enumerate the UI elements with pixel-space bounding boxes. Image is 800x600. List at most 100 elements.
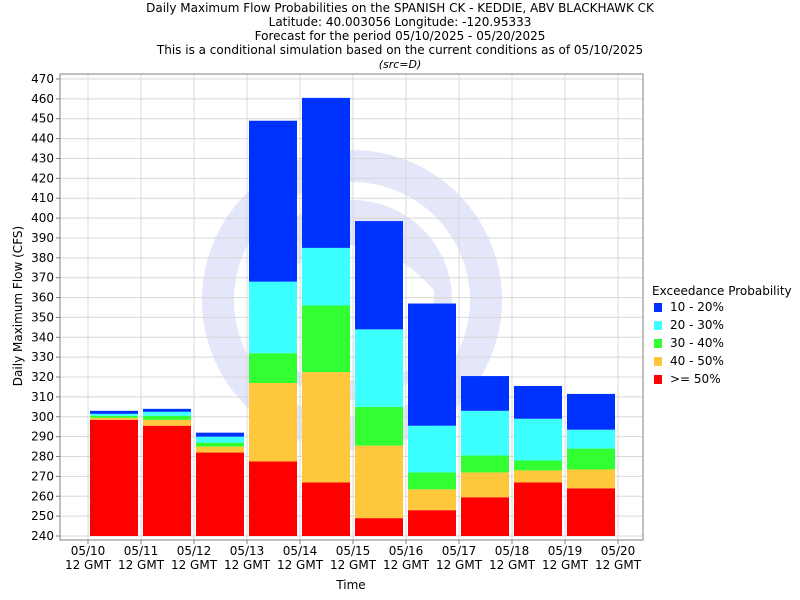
legend: Exceedance Probability 10 - 20% 20 - 30% 3… bbox=[652, 284, 792, 388]
x-tick-date: 05/11 bbox=[124, 544, 159, 558]
chart-note: This is a conditional simulation based o… bbox=[156, 43, 644, 57]
bar-segment bbox=[408, 425, 456, 473]
y-tick-label: 440 bbox=[31, 132, 54, 146]
bar-segment bbox=[196, 432, 244, 437]
bar-segment bbox=[461, 497, 509, 536]
legend-item: 10 - 20% bbox=[652, 298, 792, 316]
bar-segment bbox=[567, 448, 615, 470]
bar-segment bbox=[355, 406, 403, 446]
y-tick-label: 310 bbox=[31, 390, 54, 404]
bar-segment bbox=[249, 281, 297, 354]
bar-segment bbox=[249, 383, 297, 462]
bar-segment bbox=[461, 376, 509, 411]
bar-segment bbox=[355, 329, 403, 407]
y-tick-label: 340 bbox=[31, 330, 54, 344]
y-tick-label: 410 bbox=[31, 191, 54, 205]
bar-segment bbox=[302, 482, 350, 536]
y-tick-label: 290 bbox=[31, 430, 54, 444]
bar-segment bbox=[302, 247, 350, 306]
bar-segment bbox=[514, 482, 562, 536]
bar-segment bbox=[143, 419, 191, 426]
x-tick-date: 05/14 bbox=[283, 544, 318, 558]
bar-segment bbox=[355, 221, 403, 330]
bar-segment bbox=[408, 472, 456, 490]
bar-segment bbox=[196, 442, 244, 447]
bar-segment bbox=[408, 489, 456, 511]
bar-segment bbox=[461, 410, 509, 456]
bar-segment bbox=[355, 445, 403, 519]
x-tick-time: 12 GMT bbox=[118, 558, 165, 572]
y-tick-label: 460 bbox=[31, 92, 54, 106]
legend-label: >= 50% bbox=[670, 372, 721, 386]
x-tick-date: 05/16 bbox=[389, 544, 424, 558]
y-tick-label: 320 bbox=[31, 370, 54, 384]
legend-swatch bbox=[654, 338, 662, 348]
bar-segment bbox=[567, 393, 615, 430]
bar-segment bbox=[90, 410, 138, 414]
legend-swatch bbox=[654, 320, 662, 330]
bar-segment bbox=[143, 425, 191, 536]
bar-segment bbox=[567, 469, 615, 489]
bar-segment bbox=[461, 472, 509, 498]
y-tick-label: 390 bbox=[31, 231, 54, 245]
x-tick-time: 12 GMT bbox=[383, 558, 430, 572]
legend-label: 40 - 50% bbox=[670, 354, 724, 368]
bar-segment bbox=[514, 470, 562, 483]
legend-title: Exceedance Probability bbox=[652, 284, 792, 298]
x-tick-time: 12 GMT bbox=[595, 558, 642, 572]
bar-segment bbox=[355, 518, 403, 536]
chart-period: Forecast for the period 05/10/2025 - 05/… bbox=[254, 29, 546, 43]
bar-segment bbox=[249, 461, 297, 536]
legend-swatch bbox=[654, 302, 662, 312]
y-tick-label: 250 bbox=[31, 509, 54, 523]
bar-segment bbox=[90, 415, 138, 418]
bar-segment bbox=[461, 455, 509, 473]
x-tick-date: 05/10 bbox=[71, 544, 106, 558]
legend-item: 20 - 30% bbox=[652, 316, 792, 334]
y-tick-label: 380 bbox=[31, 251, 54, 265]
y-tick-label: 330 bbox=[31, 350, 54, 364]
chart-title: Daily Maximum Flow Probabilities on the … bbox=[146, 1, 654, 15]
x-tick-date: 05/12 bbox=[177, 544, 212, 558]
bar-segment bbox=[90, 419, 138, 536]
legend-item: >= 50% bbox=[652, 370, 792, 388]
bar-segment bbox=[196, 436, 244, 443]
y-tick-label: 450 bbox=[31, 112, 54, 126]
x-tick-time: 12 GMT bbox=[224, 558, 271, 572]
x-tick-time: 12 GMT bbox=[489, 558, 536, 572]
x-axis-label: Time bbox=[336, 578, 366, 592]
legend-label: 30 - 40% bbox=[670, 336, 724, 350]
legend-label: 20 - 30% bbox=[670, 318, 724, 332]
bar-segment bbox=[143, 415, 191, 420]
y-tick-label: 270 bbox=[31, 469, 54, 483]
x-tick-time: 12 GMT bbox=[330, 558, 377, 572]
bar-segment bbox=[196, 446, 244, 453]
y-tick-label: 360 bbox=[31, 291, 54, 305]
bar-segment bbox=[408, 510, 456, 536]
x-tick-time: 12 GMT bbox=[277, 558, 324, 572]
bar-segment bbox=[302, 305, 350, 373]
y-axis-label: Daily Maximum Flow (CFS) bbox=[11, 225, 25, 387]
x-tick-time: 12 GMT bbox=[542, 558, 589, 572]
y-tick-label: 300 bbox=[31, 410, 54, 424]
bar-segment bbox=[143, 411, 191, 416]
bar-segment bbox=[514, 385, 562, 419]
legend-label: 10 - 20% bbox=[670, 300, 724, 314]
chart-source: (src=D) bbox=[378, 58, 422, 71]
y-tick-label: 240 bbox=[31, 529, 54, 543]
bar-segment bbox=[90, 413, 138, 416]
legend-item: 30 - 40% bbox=[652, 334, 792, 352]
bar-segment bbox=[567, 488, 615, 536]
legend-swatch bbox=[654, 356, 662, 366]
x-tick-time: 12 GMT bbox=[171, 558, 218, 572]
bar-segment bbox=[90, 417, 138, 420]
bar-segment bbox=[196, 452, 244, 536]
y-tick-label: 280 bbox=[31, 450, 54, 464]
bar-segment bbox=[249, 120, 297, 282]
y-tick-label: 470 bbox=[31, 72, 54, 86]
x-tick-date: 05/19 bbox=[548, 544, 583, 558]
bar-segment bbox=[302, 372, 350, 483]
legend-item: 40 - 50% bbox=[652, 352, 792, 370]
y-tick-label: 420 bbox=[31, 171, 54, 185]
